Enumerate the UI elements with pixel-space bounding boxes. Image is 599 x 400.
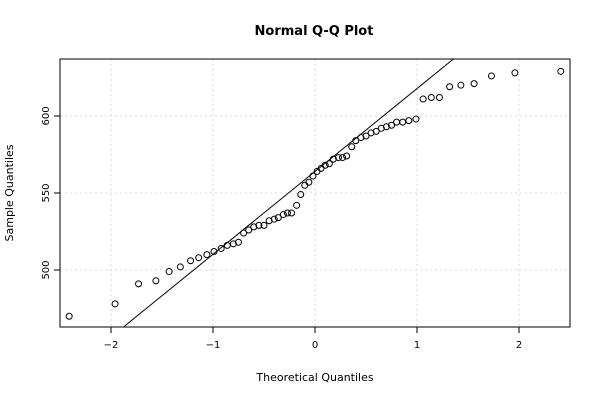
- data-point: [195, 254, 203, 262]
- data-point: [301, 181, 309, 189]
- data-point: [279, 211, 287, 219]
- data-point: [305, 178, 313, 186]
- data-point: [339, 154, 347, 162]
- data-point: [283, 209, 291, 217]
- data-point: [348, 143, 356, 151]
- data-point: [362, 132, 370, 140]
- data-point: [343, 152, 351, 160]
- data-point: [135, 280, 143, 288]
- y-axis-label: Sample Quantiles: [3, 144, 16, 241]
- data-point: [470, 80, 478, 88]
- data-point: [372, 127, 380, 135]
- data-point: [250, 223, 258, 231]
- data-point: [176, 263, 184, 271]
- data-point: [187, 257, 195, 265]
- data-point: [229, 240, 237, 248]
- y-tick-label: 600: [41, 106, 52, 125]
- data-point: [405, 117, 413, 125]
- data-point: [511, 69, 519, 77]
- data-point: [427, 94, 435, 102]
- data-point: [557, 67, 565, 75]
- data-point: [260, 221, 268, 229]
- chart-title: Normal Q-Q Plot: [255, 24, 374, 39]
- data-point: [412, 115, 420, 123]
- data-point: [240, 229, 248, 237]
- data-point: [457, 81, 465, 89]
- data-point: [235, 238, 242, 246]
- data-point: [487, 72, 495, 80]
- data-point: [325, 160, 333, 168]
- grid: [60, 59, 570, 327]
- reference-line: [123, 58, 454, 328]
- data-point: [217, 244, 225, 252]
- data-point: [382, 123, 390, 131]
- data-point: [393, 118, 401, 126]
- x-axis: −2 −1 0 1 2: [104, 327, 522, 351]
- data-point: [435, 94, 443, 102]
- data-point: [399, 118, 407, 126]
- x-tick-label: 0: [312, 340, 318, 351]
- data-point: [377, 124, 385, 132]
- data-point: [210, 248, 218, 256]
- data-point: [419, 95, 427, 103]
- data-point: [352, 137, 360, 145]
- x-tick-label: 2: [516, 340, 522, 351]
- data-point: [274, 214, 282, 222]
- data-point: [165, 268, 173, 276]
- data-point: [293, 201, 301, 209]
- x-tick-label: −2: [104, 340, 119, 351]
- x-axis-label: Theoretical Quantiles: [255, 371, 373, 384]
- x-tick-label: 1: [414, 340, 420, 351]
- data-point: [270, 215, 278, 223]
- data-point: [245, 226, 253, 234]
- x-tick-label: −1: [206, 340, 221, 351]
- data-point: [334, 154, 342, 162]
- y-tick-label: 550: [41, 183, 52, 202]
- data-points: [65, 67, 565, 320]
- data-point: [357, 134, 365, 142]
- data-point: [203, 251, 211, 259]
- y-axis: 500 550 600: [41, 106, 60, 280]
- data-point: [329, 155, 337, 163]
- data-point: [446, 83, 454, 91]
- data-point: [111, 300, 119, 308]
- y-tick-label: 500: [41, 260, 52, 279]
- data-point: [152, 277, 160, 285]
- data-point: [297, 191, 305, 199]
- data-point: [388, 121, 395, 129]
- data-point: [255, 221, 263, 229]
- data-point: [265, 217, 273, 225]
- data-point: [288, 209, 296, 217]
- data-point: [321, 161, 329, 169]
- data-point: [309, 172, 317, 180]
- data-point: [65, 312, 73, 320]
- data-point: [367, 129, 375, 137]
